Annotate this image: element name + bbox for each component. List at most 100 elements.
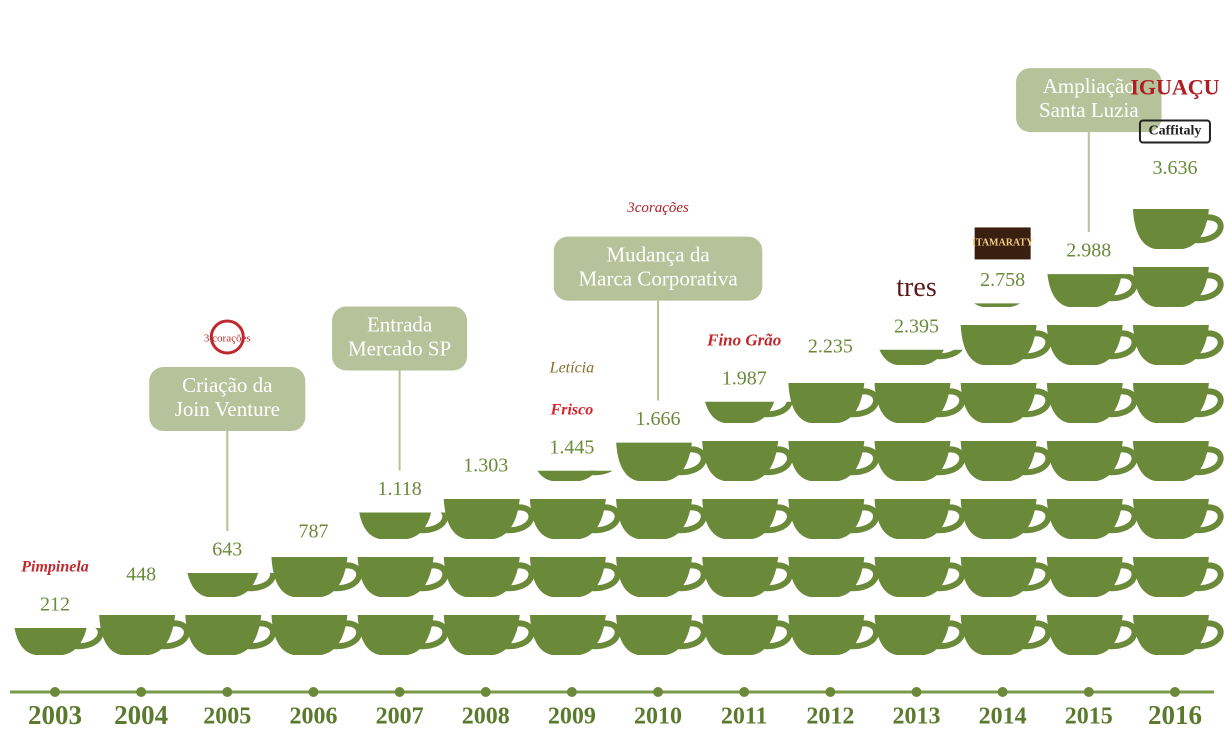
timeline-dot [653, 687, 664, 697]
cup-column [788, 383, 879, 655]
cup-body [1046, 615, 1123, 655]
cup-handle [1020, 446, 1052, 476]
timeline-dot [222, 687, 233, 697]
cup-handle [761, 446, 793, 476]
cup-body [443, 557, 520, 597]
year-label: 2013 [893, 704, 941, 730]
callout-text: Mercado SP [348, 336, 451, 360]
year-label: 2010 [634, 704, 682, 730]
cup-handle [1106, 388, 1138, 418]
cup-body [1132, 615, 1209, 655]
cup-handle [848, 504, 879, 534]
cup-handle [1192, 330, 1224, 360]
cup-body [359, 512, 432, 539]
callout-text: Santa Luzia [1039, 98, 1139, 122]
cup-body [616, 442, 692, 481]
cup-body [443, 615, 520, 655]
callout-text: Join Venture [175, 397, 280, 421]
cup-column [185, 573, 276, 655]
cup-body [960, 557, 1037, 597]
cup-body [271, 615, 348, 655]
timeline-dot [1083, 687, 1094, 697]
cup-body [974, 303, 1020, 307]
logo-text: Frisco [550, 401, 594, 418]
cup-column [1132, 209, 1224, 655]
timeline-dot [1169, 687, 1180, 697]
cup-handle [1106, 274, 1138, 302]
cup-body [537, 470, 596, 481]
cup-handle [934, 388, 966, 418]
cup-column [874, 349, 966, 655]
year-label: 2009 [548, 704, 596, 730]
cup-handle [331, 620, 362, 650]
timeline-dot [394, 687, 405, 697]
cup-body [187, 573, 259, 597]
cup-column [616, 442, 707, 655]
value-label: 2.988 [1066, 240, 1111, 262]
cup-handle [589, 620, 621, 650]
logo-text: 3corações [626, 200, 689, 216]
callout-text: Criação da [182, 373, 273, 397]
cup-handle [589, 562, 621, 592]
cup-handle [1106, 446, 1138, 476]
cup-handle [1192, 214, 1224, 244]
cup-handle [1192, 620, 1224, 650]
year-label: 2006 [289, 704, 337, 730]
cup-handle [1192, 562, 1224, 592]
year-label: 2007 [376, 704, 424, 730]
cup-body [271, 557, 348, 597]
timeline-dot [997, 687, 1008, 697]
cup-body [99, 615, 176, 655]
cup-body [616, 499, 693, 539]
cup-handle [848, 388, 879, 418]
cup-column [443, 499, 535, 655]
logo-text: tres [896, 272, 936, 303]
cup-body [960, 441, 1037, 481]
logo-text: Caffitaly [1149, 124, 1202, 139]
timeline-dot [50, 687, 60, 697]
timeline-dot [308, 687, 319, 697]
cup-handle [417, 562, 449, 592]
year-label: 2012 [806, 704, 854, 730]
value-label: 2.758 [980, 269, 1025, 291]
cup-handle [1192, 388, 1224, 418]
value-label: 1.666 [636, 408, 681, 430]
logo-text: Pimpinela [20, 559, 89, 576]
value-label: 212 [40, 594, 70, 616]
cup-body [1046, 325, 1123, 365]
cup-handle [1106, 620, 1138, 650]
cup-body [1046, 383, 1123, 423]
logo-bg [1138, 119, 1211, 144]
value-label: 1.445 [549, 436, 594, 458]
cup-column [960, 303, 1052, 655]
cup-body [874, 383, 951, 423]
cup-handle [848, 620, 879, 650]
timeline-dot [480, 687, 491, 697]
cup-body [705, 401, 775, 423]
cup-handle [1020, 330, 1052, 360]
cup-handle [72, 627, 104, 650]
cup-body [1046, 499, 1123, 539]
cup-column [271, 557, 362, 655]
cup-body [1047, 274, 1122, 307]
cup-column [357, 512, 449, 655]
cup-handle [1106, 504, 1138, 534]
cup-body [14, 627, 87, 655]
cup-handle [503, 504, 535, 534]
logo-bg [209, 319, 245, 355]
cup-handle [848, 446, 879, 476]
value-label: 2.235 [808, 336, 853, 358]
cup-body [185, 615, 262, 655]
year-label: 2015 [1065, 704, 1113, 730]
cup-handle [417, 620, 449, 650]
timeline-dot [825, 687, 836, 697]
cup-handle [1020, 620, 1052, 650]
cup-body [960, 383, 1037, 423]
cup-handle [503, 620, 535, 650]
callout-text: Mudança da [606, 242, 710, 266]
year-label: 2016 [1148, 700, 1202, 730]
cup-body [702, 615, 779, 655]
cup-handle [675, 504, 707, 534]
cup-body [874, 441, 951, 481]
